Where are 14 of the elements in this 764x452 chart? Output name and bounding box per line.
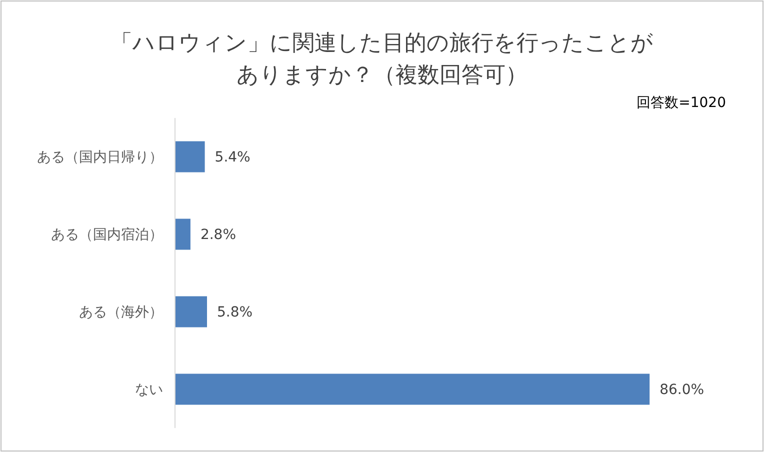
bar — [175, 218, 190, 250]
bar — [175, 141, 205, 172]
chart-title: 「ハロウィン」に関連した目的の旅行を行ったことがありますか？（複数回答可） — [110, 31, 654, 88]
bar — [175, 296, 208, 328]
text: 回答数=1020 — [636, 95, 726, 111]
y-tick-label: ある（国内日帰り） — [37, 150, 163, 166]
data-label: 5.8% — [217, 304, 253, 321]
data-label: 5.4% — [214, 150, 250, 166]
data-label: 2.8% — [200, 227, 236, 244]
y-tick-label: ある（海外） — [79, 304, 163, 321]
y-tick-label: ある（国内宿泊） — [51, 227, 163, 244]
bar — [175, 374, 650, 405]
y-tick-label: ない — [135, 382, 163, 398]
data-label: 86.0% — [660, 382, 704, 398]
